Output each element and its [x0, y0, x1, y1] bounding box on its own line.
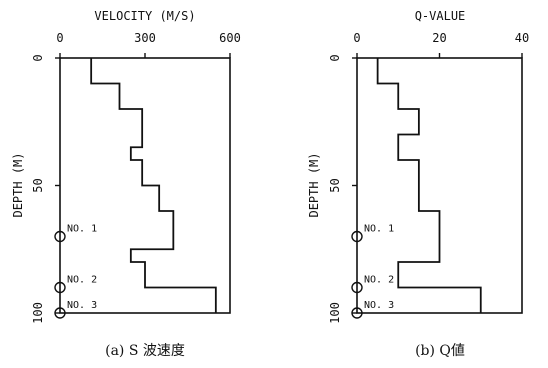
q-value-xtick-label: 40 [515, 31, 529, 45]
velocity-point-marker [54, 307, 66, 319]
velocity-ytick-label: 50 [31, 178, 45, 192]
velocity-ytick-label: 0 [31, 54, 45, 61]
q-value-ticks: 0 20 40 0 50 100 [328, 31, 529, 324]
velocity-point-marker [54, 281, 66, 294]
velocity-ylabel: DEPTH (M) [11, 152, 25, 217]
q-value-ytick-label: 100 [328, 302, 342, 324]
velocity-point-label: NO. 2 [67, 275, 97, 286]
velocity-title: VELOCITY (M/S) [94, 9, 195, 23]
q-value-point-marker [351, 307, 363, 319]
q-value-xtick-label: 0 [353, 31, 360, 45]
velocity-point-label: NO. 3 [67, 300, 97, 311]
velocity-xtick-label: 300 [134, 31, 156, 45]
velocity-annotations: NO. 1 NO. 2 NO. 3 [54, 224, 97, 319]
q-value-title: Q-VALUE [415, 9, 466, 23]
q-value-point-marker [351, 230, 363, 243]
q-value-point-label: NO. 3 [364, 300, 394, 311]
velocity-ticks: 0 300 600 0 50 100 [31, 31, 241, 324]
velocity-xtick-label: 600 [219, 31, 241, 45]
q-value-panel: Q-VALUE DEPTH (M) (b) Q値 0 20 40 0 50 100 NO.… [307, 9, 529, 359]
q-value-ylabel: DEPTH (M) [307, 152, 321, 217]
q-value-xtick-label: 20 [432, 31, 446, 45]
q-value-point-label: NO. 2 [364, 275, 394, 286]
velocity-panel: VELOCITY (M/S) DEPTH (M) (a) S 波速度 0 300 6… [11, 9, 241, 359]
velocity-xtick-label: 0 [56, 31, 63, 45]
velocity-ytick-label: 100 [31, 302, 45, 324]
q-value-caption: (b) Q値 [415, 343, 465, 359]
velocity-profile-line [90, 58, 217, 313]
q-value-profile-line [376, 58, 482, 313]
q-value-point-label: NO. 1 [364, 224, 394, 235]
q-value-ytick-label: 50 [328, 178, 342, 192]
velocity-caption: (a) S 波速度 [105, 343, 185, 359]
velocity-point-label: NO. 1 [67, 224, 97, 235]
q-value-point-marker [351, 281, 363, 294]
velocity-point-marker [54, 230, 66, 243]
q-value-ytick-label: 0 [328, 54, 342, 61]
q-value-annotations: NO. 1 NO. 2 NO. 3 [351, 224, 394, 319]
